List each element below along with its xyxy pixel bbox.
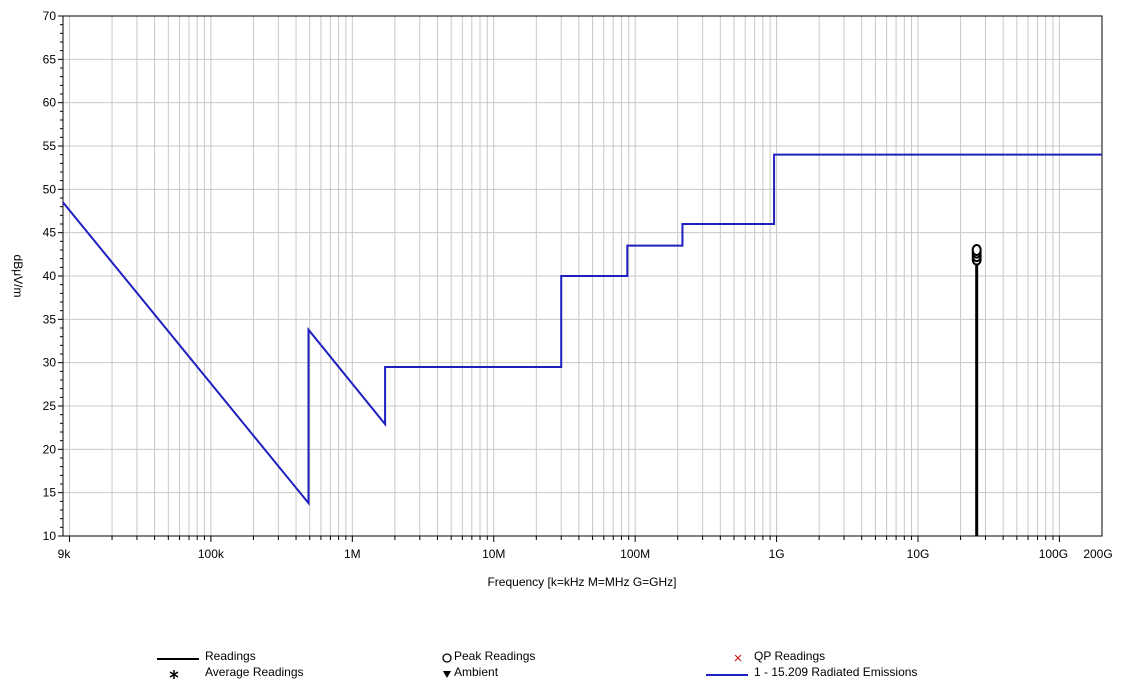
x-tick-label: 10M <box>482 547 505 561</box>
x-tick-label: 9k <box>58 547 72 561</box>
y-tick-label: 25 <box>43 399 57 413</box>
y-axis-label: dBμV/m <box>11 255 25 298</box>
x-tick-label: 10G <box>907 547 930 561</box>
limit-line <box>62 153 1102 506</box>
y-tick-label: 35 <box>43 312 57 326</box>
y-tick-label: 50 <box>43 182 57 196</box>
y-tick-label: 30 <box>43 356 57 370</box>
chart-series <box>62 153 1102 536</box>
chart-grid <box>63 16 1102 536</box>
x-tick-label: 100M <box>620 547 650 561</box>
y-tick-label: 10 <box>43 529 57 543</box>
y-tick-label: 15 <box>43 486 57 500</box>
y-tick-label: 40 <box>43 269 57 283</box>
x-tick-label: 100G <box>1039 547 1068 561</box>
x-tick-label: 1G <box>769 547 785 561</box>
y-tick-label: 20 <box>43 442 57 456</box>
y-tick-label: 55 <box>43 139 57 153</box>
y-tick-label: 70 <box>43 9 57 23</box>
y-tick-label: 45 <box>43 226 57 240</box>
chart-axes: 10 15 20 25 30 35 40 45 50 55 60 65 70 9k 100k 1M 10M 100… <box>43 9 1113 561</box>
x-axis-label: Frequency [k=kHz M=MHz G=GHz] <box>487 575 676 589</box>
x-tick-label: 100k <box>198 547 225 561</box>
x-tick-label: 1M <box>344 547 361 561</box>
x-tick-label: 200G <box>1083 547 1112 561</box>
y-tick-label: 65 <box>43 52 57 66</box>
peak-reading-marker <box>971 244 982 256</box>
y-tick-label: 60 <box>43 96 57 110</box>
